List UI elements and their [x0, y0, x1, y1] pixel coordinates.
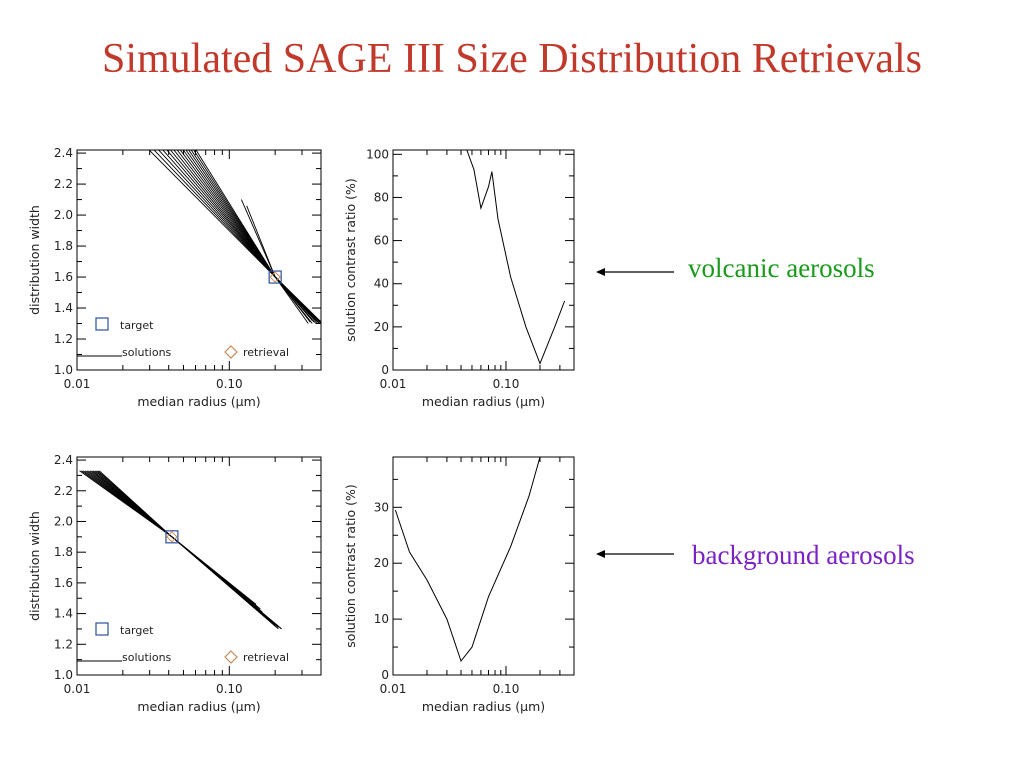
y-tick-label: 1.8: [54, 545, 73, 559]
y-tick-label: 2.2: [54, 177, 73, 191]
legend-target-icon: [95, 317, 109, 331]
background-width-chart: 0.01 0.10 1.0 1.2 1.4 1.6 1.8 2.0 2.2 2.4 median r…: [27, 453, 322, 714]
target-marker: [165, 530, 179, 544]
y-tick-label: 2.2: [54, 484, 73, 498]
y-axis-title: solution contrast ratio (%): [343, 484, 358, 647]
y-tick-label: 2.4: [54, 453, 73, 467]
x-tick-label: 0.10: [493, 377, 520, 391]
solution-line: [153, 150, 311, 323]
x-tick-label: 0.01: [380, 377, 407, 391]
arrow-head: [596, 550, 605, 558]
y-tick-label: 1.4: [54, 301, 73, 315]
y-tick-label: 1.0: [54, 668, 73, 682]
x-axis-title: median radius (µm): [137, 394, 260, 409]
retrieval-marker: [269, 271, 281, 283]
volcanic-arrow-icon: [596, 268, 674, 276]
solution-line: [148, 150, 309, 324]
background-aerosols-label: background aerosols: [692, 540, 915, 570]
legend-retrieval-icon: [224, 650, 238, 664]
y-tick-label: 30: [374, 500, 389, 514]
legend-retrieval-icon: [224, 345, 238, 359]
volcanic-width-chart: 0.01 0.10 1.0 1.2 1.4 1.6 1.8 2.0 2.2 2.4 median r…: [27, 146, 322, 409]
x-tick-label: 0.10: [216, 682, 243, 696]
y-tick-label: 60: [374, 234, 389, 248]
y-tick-label: 20: [374, 556, 389, 570]
background-contrast-chart: 0.01 0.10 0 10 20 30 median radius (µm) solutio…: [343, 456, 575, 714]
background-arrow-icon: [596, 550, 674, 558]
y-tick-label: 20: [374, 320, 389, 334]
x-tick-label: 0.10: [216, 377, 243, 391]
solution-line: [246, 205, 315, 323]
y-axis-title: solution contrast ratio (%): [343, 178, 358, 341]
y-tick-label: 40: [374, 277, 389, 291]
solution-line: [98, 470, 276, 627]
y-tick-label: 0: [381, 668, 389, 682]
series-group: [466, 150, 566, 365]
legend-target-label: target: [120, 624, 154, 637]
plot-frame: [76, 456, 322, 676]
target-marker: [268, 270, 282, 284]
y-axis-title: distribution width: [27, 205, 42, 315]
retrieval-marker: [166, 531, 178, 543]
volcanic-aerosols-label: volcanic aerosols: [688, 253, 875, 283]
legend-solutions-label: solutions: [122, 651, 172, 664]
legend-retrieval-label: retrieval: [243, 346, 289, 359]
plot-frame: [392, 456, 575, 676]
solution-line: [185, 150, 320, 324]
y-tick-label: 2.0: [54, 514, 73, 528]
data-line: [394, 457, 541, 663]
y-axis-title: distribution width: [27, 511, 42, 621]
legend-target-label: target: [120, 319, 154, 332]
y-tick-label: 1.4: [54, 607, 73, 621]
y-tick-label: 1.6: [54, 270, 73, 284]
x-tick-label: 0.01: [64, 377, 91, 391]
y-tick-label: 2.0: [54, 208, 73, 222]
y-tick-label: 2.4: [54, 146, 73, 160]
series-group: [148, 150, 321, 324]
data-line: [466, 150, 566, 365]
solution-line: [93, 470, 259, 608]
y-tick-label: 1.8: [54, 239, 73, 253]
slide-title: Simulated SAGE III Size Distribution Ret…: [101, 36, 923, 82]
volcanic-contrast-chart: 0.01 0.10 0 20 40 60 80 100 median radius (µm) so…: [343, 147, 575, 409]
y-tick-label: 0: [381, 363, 389, 377]
y-tick-label: 1.2: [54, 637, 73, 651]
y-tick-label: 1.6: [54, 576, 73, 590]
solution-line: [195, 150, 321, 324]
arrow-head: [596, 268, 605, 276]
x-tick-label: 0.01: [64, 682, 91, 696]
x-tick-label: 0.10: [493, 682, 520, 696]
plot-frame: [76, 149, 322, 371]
legend-target-icon: [95, 622, 109, 636]
y-tick-label: 100: [366, 147, 389, 161]
legend-solutions-label: solutions: [122, 346, 172, 359]
y-tick-label: 1.0: [54, 363, 73, 377]
solution-line: [182, 150, 320, 323]
legend-retrieval-label: retrieval: [243, 651, 289, 664]
series-group: [394, 457, 541, 663]
plot-frame: [392, 149, 575, 371]
x-axis-title: median radius (µm): [422, 699, 545, 714]
x-axis-title: median radius (µm): [422, 394, 545, 409]
x-axis-title: median radius (µm): [137, 699, 260, 714]
series-group: [79, 470, 282, 630]
y-tick-label: 10: [374, 612, 389, 626]
x-tick-label: 0.01: [380, 682, 407, 696]
y-tick-label: 80: [374, 190, 389, 204]
y-tick-label: 1.2: [54, 332, 73, 346]
